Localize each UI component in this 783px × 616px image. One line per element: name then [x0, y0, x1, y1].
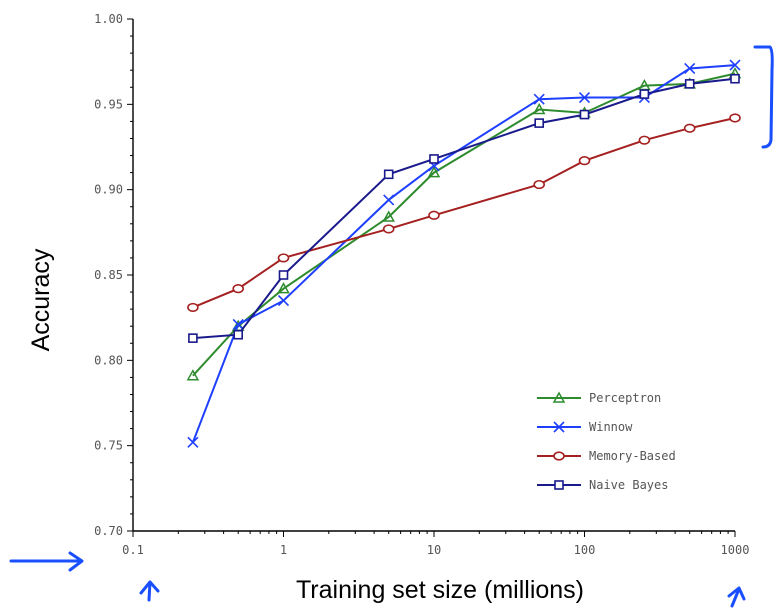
y-tick-label: 0.90 [94, 183, 123, 197]
y-tick-label: 0.95 [94, 97, 123, 111]
data-point-naive-bayes [535, 119, 543, 127]
x-tick-label: 0.1 [122, 543, 144, 557]
data-point-memory-based [580, 157, 590, 165]
arrow-up-left-annotation [141, 582, 158, 600]
arrow-right-annotation [11, 553, 82, 570]
legend-label: Memory-Based [589, 449, 676, 463]
x-tick-label: 1 [280, 543, 287, 557]
legend-marker [555, 481, 563, 489]
data-point-memory-based [639, 136, 649, 144]
data-point-memory-based [233, 285, 243, 293]
data-point-memory-based [188, 304, 198, 312]
data-point-naive-bayes [430, 155, 438, 163]
y-axis-title: Accuracy [27, 248, 55, 351]
legend-marker [554, 452, 564, 460]
legend-label: Winnow [589, 420, 633, 434]
legend-label: Perceptron [589, 391, 661, 405]
data-point-naive-bayes [385, 170, 393, 178]
x-tick-label: 100 [574, 543, 596, 557]
legend-item-memory-based: Memory-Based [537, 449, 676, 463]
data-point-memory-based [730, 114, 740, 122]
legend: Perceptron Winnow Memory-Based Naive Bayes [537, 391, 676, 492]
series-memory-based [188, 114, 740, 311]
legend-item-perceptron: Perceptron [537, 391, 661, 405]
data-point-naive-bayes [280, 271, 288, 279]
series-layer [188, 60, 740, 447]
series-winnow [188, 60, 740, 447]
x-tick-label: 10 [427, 543, 441, 557]
data-point-memory-based [279, 254, 289, 262]
y-tick-label: 0.85 [94, 268, 123, 282]
data-point-memory-based [534, 181, 544, 189]
bracket-annotation [755, 47, 772, 147]
y-tick-label: 0.75 [94, 439, 123, 453]
series-line-perceptron [193, 74, 735, 376]
series-line-winnow [193, 65, 735, 442]
data-point-naive-bayes [686, 80, 694, 88]
x-axis-title: Training set size (millions) [296, 576, 584, 604]
data-point-winnow [384, 195, 394, 205]
y-tick-label: 0.70 [94, 524, 123, 538]
data-point-memory-based [685, 124, 695, 132]
arrow-up-right-annotation [729, 588, 744, 606]
data-point-winnow [279, 296, 289, 306]
legend-label: Naive Bayes [589, 478, 668, 492]
series-line-naive-bayes [193, 79, 735, 338]
legend-item-winnow: Winnow [537, 420, 633, 434]
series-naive-bayes [189, 75, 739, 342]
data-point-naive-bayes [234, 331, 242, 339]
data-point-memory-based [429, 211, 439, 219]
y-tick-label: 0.80 [94, 353, 123, 367]
legend-item-naive-bayes: Naive Bayes [537, 478, 668, 492]
y-tick-label: 1.00 [94, 12, 123, 26]
data-point-naive-bayes [189, 334, 197, 342]
x-tick-label: 1000 [721, 543, 750, 557]
series-perceptron [188, 69, 740, 380]
data-point-memory-based [384, 225, 394, 233]
data-point-winnow [188, 437, 198, 447]
data-point-naive-bayes [731, 75, 739, 83]
data-point-naive-bayes [581, 111, 589, 119]
data-point-naive-bayes [640, 90, 648, 98]
annotations [11, 47, 772, 606]
